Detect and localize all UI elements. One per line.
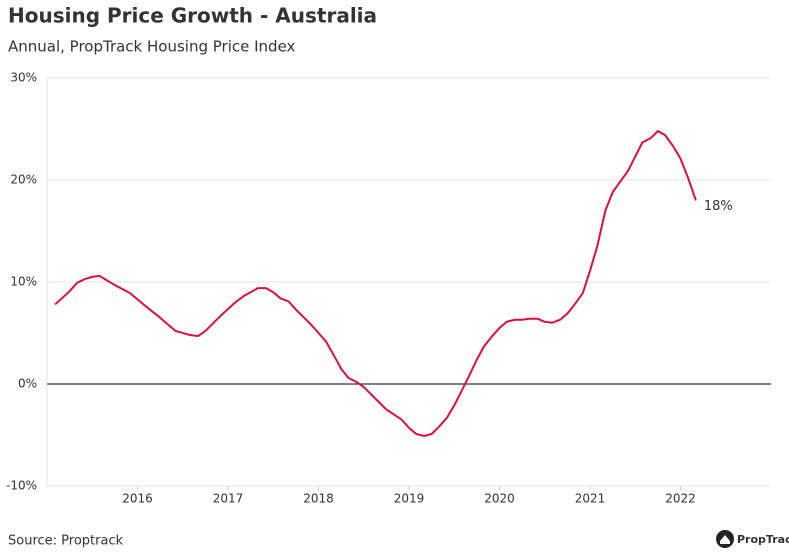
x-tick-label: 2016 [122, 492, 153, 506]
logo-house [720, 535, 730, 544]
y-tick-label: 20% [10, 173, 37, 187]
x-tick-label: 2018 [303, 492, 334, 506]
chart-title: Housing Price Growth - Australia [8, 4, 377, 28]
value-label: 18% [704, 199, 733, 214]
chart-subtitle: Annual, PropTrack Housing Price Index [8, 38, 296, 56]
x-tick-label: 2019 [394, 492, 425, 506]
y-tick-label: 0% [18, 377, 37, 391]
x-tick-label: 2017 [213, 492, 244, 506]
logo-text: PropTrack [737, 533, 789, 546]
logo: PropTrack [716, 530, 789, 548]
x-tick-label: 2020 [484, 492, 515, 506]
x-tick-label: 2022 [665, 492, 696, 506]
source: Source: Proptrack [8, 534, 124, 549]
y-tick-label: -10% [6, 479, 37, 493]
line [54, 130, 697, 438]
y-tick-label: 30% [10, 71, 37, 85]
x-tick-label: 2021 [575, 492, 606, 506]
y-tick-label: 10% [10, 275, 37, 289]
